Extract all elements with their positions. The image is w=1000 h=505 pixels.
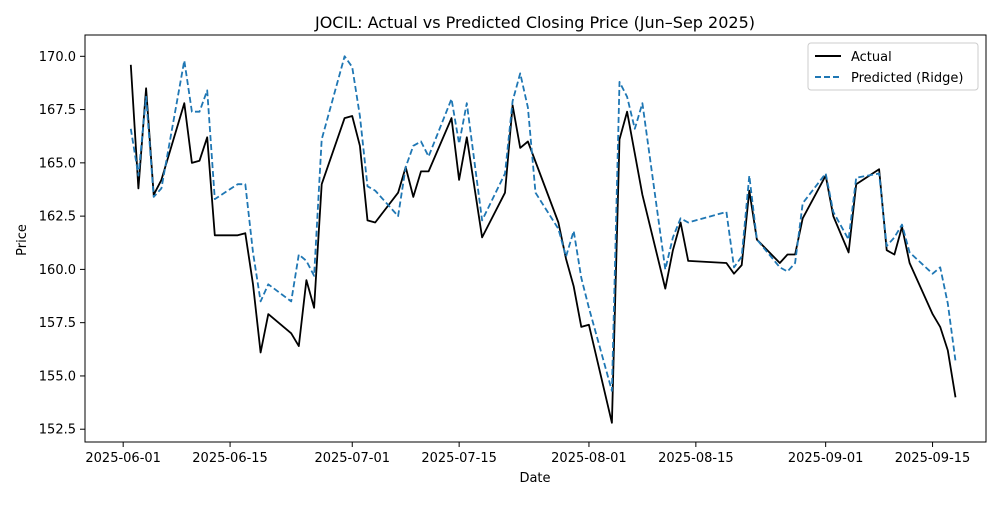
legend-box (807, 42, 979, 91)
y-tick-label: 167.5 (39, 103, 76, 118)
x-axis-label: Date (519, 471, 550, 486)
y-tick-label: 160.0 (39, 263, 76, 278)
y-tick-label: 170.0 (39, 50, 76, 65)
y-axis: 152.5 155.0 157.5 160.0 162.5 165.0 167.5 170.0 (39, 50, 85, 438)
x-tick-label: 2025-09-15 (895, 451, 971, 466)
x-tick-label: 2025-07-15 (421, 451, 497, 466)
y-tick-label: 162.5 (39, 210, 76, 225)
x-tick-label: 2025-06-15 (192, 451, 268, 466)
y-axis-label: Price (15, 224, 30, 256)
x-axis: 2025-06-01 2025-06-15 2025-07-01 2025-07-15… (85, 442, 970, 466)
plot-area-frame (84, 34, 987, 443)
series-layer (129, 55, 957, 424)
legend-label-predicted: Predicted (Ridge) (851, 71, 963, 86)
x-tick-label: 2025-08-01 (551, 451, 627, 466)
chart-title: JOCIL: Actual vs Predicted Closing Price… (314, 13, 755, 32)
x-tick-label: 2025-07-01 (314, 451, 390, 466)
y-tick-label: 155.0 (39, 369, 76, 384)
y-tick-label: 157.5 (39, 316, 76, 331)
legend-label-actual: Actual (851, 50, 892, 65)
series-line-predicted (129, 55, 957, 392)
x-tick-label: 2025-08-15 (658, 451, 734, 466)
y-tick-label: 165.0 (39, 156, 76, 171)
x-tick-label: 2025-06-01 (85, 451, 161, 466)
y-tick-label: 152.5 (39, 423, 76, 438)
x-tick-label: 2025-09-01 (788, 451, 864, 466)
legend: Actual Predicted (Ridge) (807, 42, 979, 91)
